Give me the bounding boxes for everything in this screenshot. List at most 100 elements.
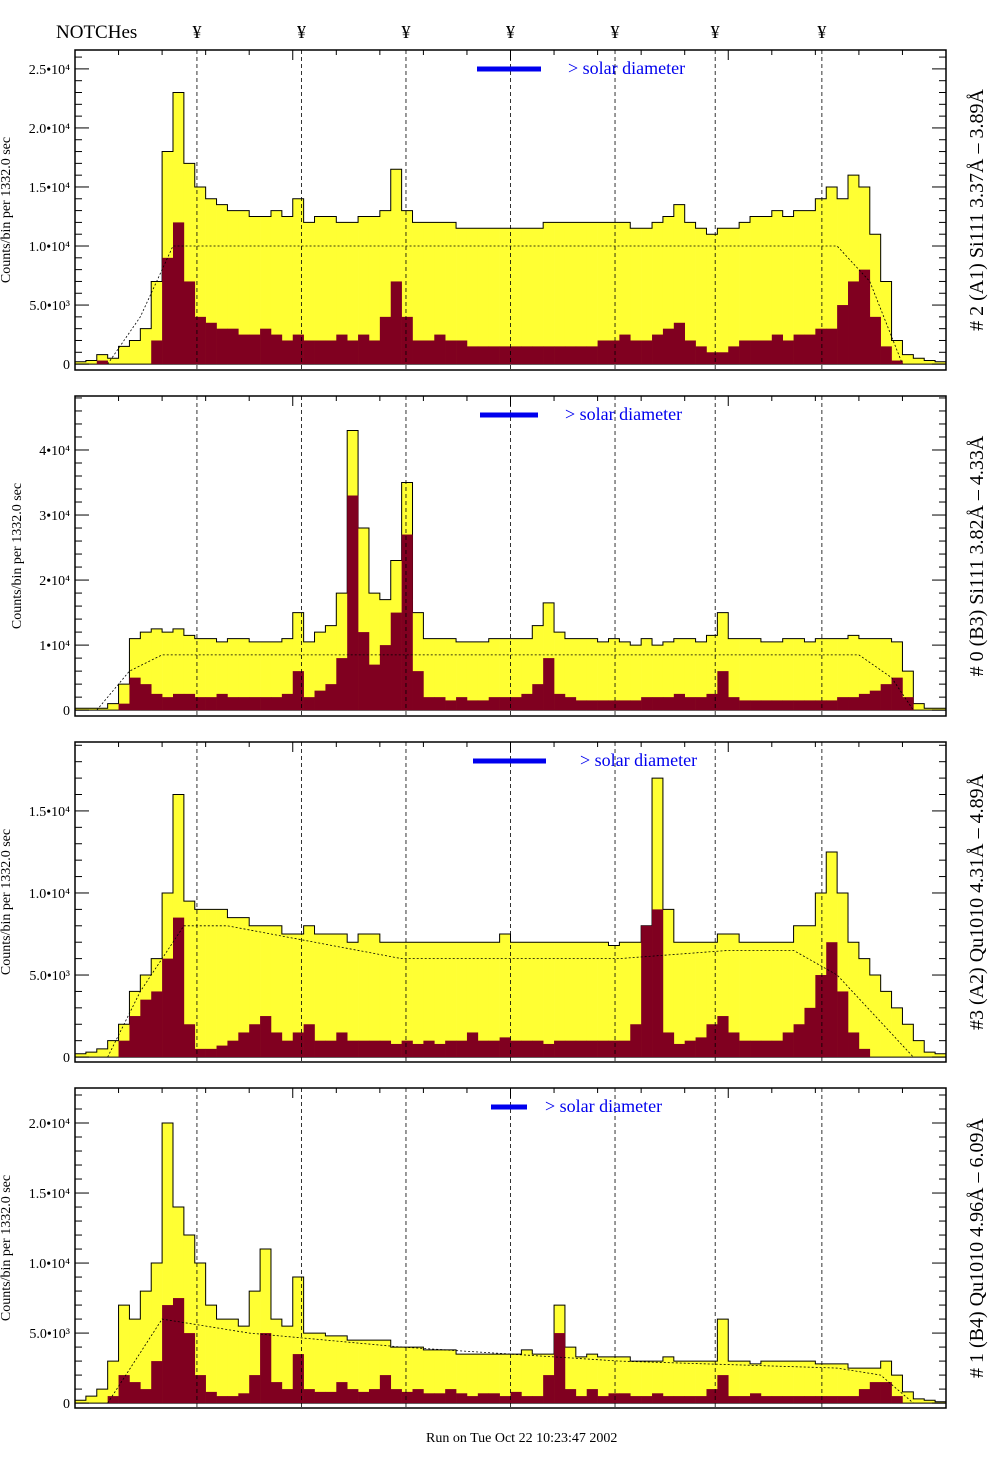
component-bar xyxy=(586,700,598,711)
total-outline xyxy=(74,777,947,1058)
y-tick-label: 5.0•10³ xyxy=(29,969,70,984)
total-bar xyxy=(586,222,598,365)
total-bar xyxy=(608,222,620,365)
total-outline xyxy=(74,429,947,711)
component-bar xyxy=(238,1393,250,1404)
component-bar xyxy=(216,693,228,711)
total-bar xyxy=(216,909,228,1058)
component-bar xyxy=(521,346,533,365)
component-bar xyxy=(793,1396,805,1404)
total-bar xyxy=(793,638,805,711)
total-bar xyxy=(771,1361,783,1404)
component-bar xyxy=(194,316,206,365)
total-bar xyxy=(782,216,794,365)
component-bar xyxy=(456,697,468,711)
component-bar xyxy=(793,700,805,711)
total-bar xyxy=(358,528,370,711)
total-bar xyxy=(162,632,174,711)
total-bar xyxy=(935,1053,947,1058)
notch-symbol: ¥ xyxy=(192,22,201,42)
total-bar xyxy=(739,1361,751,1404)
total-bar xyxy=(456,1354,468,1404)
component-bar xyxy=(205,1391,217,1404)
total-bar xyxy=(227,210,239,365)
component-bar xyxy=(183,693,196,711)
y-axis-label: Counts/bin per 1332.0 sec xyxy=(10,483,25,629)
total-bar xyxy=(151,281,163,365)
component-bar xyxy=(227,328,239,365)
component-bar xyxy=(619,1393,631,1404)
component-bar xyxy=(499,1037,511,1058)
component-bar xyxy=(401,1040,413,1058)
component-bar xyxy=(869,1382,881,1404)
total-bar xyxy=(227,1319,239,1404)
total-bar xyxy=(358,1340,370,1404)
component-bar xyxy=(390,612,402,711)
total-bar xyxy=(695,641,707,711)
component-bar xyxy=(499,697,511,711)
total-bar xyxy=(96,354,108,365)
total-bar xyxy=(848,1368,860,1404)
component-bar xyxy=(630,700,642,711)
component-bar xyxy=(183,1333,196,1404)
component-bar xyxy=(782,340,794,365)
component-bar xyxy=(717,1375,729,1404)
y-tick-label: 1.0•10⁴ xyxy=(29,887,70,902)
component-bar xyxy=(96,360,108,365)
total-bar xyxy=(434,222,446,365)
total-bar xyxy=(760,1361,773,1404)
total-bar xyxy=(739,638,751,711)
total-bar xyxy=(314,934,326,1058)
total-bar xyxy=(760,641,773,711)
component-bar xyxy=(869,690,881,711)
component-bar xyxy=(575,1396,588,1404)
total-bar xyxy=(75,361,87,365)
component-bar xyxy=(358,334,370,365)
component-bar xyxy=(172,693,185,711)
component-bar xyxy=(466,1396,479,1404)
total-bar xyxy=(913,1398,925,1404)
total-bar xyxy=(477,228,490,365)
total-bar xyxy=(597,942,609,1058)
total-bar xyxy=(445,222,457,365)
total-bar xyxy=(194,1263,206,1404)
total-bar xyxy=(543,942,555,1058)
total-bar xyxy=(249,1291,261,1404)
total-bar xyxy=(858,958,871,1058)
total-bar xyxy=(205,638,217,711)
component-bar xyxy=(586,1040,598,1058)
component-bar xyxy=(684,1396,696,1404)
y-tick-label: 0 xyxy=(63,1397,70,1412)
total-bar xyxy=(750,1363,762,1404)
total-bar xyxy=(379,1340,392,1404)
total-bar xyxy=(107,703,119,711)
total-bar xyxy=(619,942,631,1058)
total-bar xyxy=(728,638,740,711)
component-bar xyxy=(151,340,163,365)
total-bar xyxy=(891,340,903,365)
component-bar xyxy=(619,334,631,365)
component-bar xyxy=(325,1040,337,1058)
component-bar xyxy=(793,1024,805,1058)
component-bar xyxy=(445,1040,457,1058)
total-bar xyxy=(673,204,685,365)
component-bar xyxy=(314,1040,326,1058)
total-bar xyxy=(543,222,555,365)
total-bar xyxy=(771,210,783,365)
total-bar xyxy=(260,1249,272,1404)
component-bar xyxy=(739,1040,751,1058)
component-bar xyxy=(619,700,631,711)
total-bar xyxy=(586,638,598,711)
component-bar xyxy=(608,700,620,711)
total-bar xyxy=(935,708,947,711)
total-bar xyxy=(608,945,620,1058)
total-bar xyxy=(303,641,315,711)
total-bar xyxy=(227,917,239,1058)
total-bar xyxy=(85,1396,98,1404)
total-bar xyxy=(532,625,544,711)
component-bar xyxy=(183,281,196,365)
component-bar xyxy=(641,697,653,711)
component-bar xyxy=(172,917,185,1058)
component-bar xyxy=(564,697,577,711)
total-bar xyxy=(652,645,664,711)
